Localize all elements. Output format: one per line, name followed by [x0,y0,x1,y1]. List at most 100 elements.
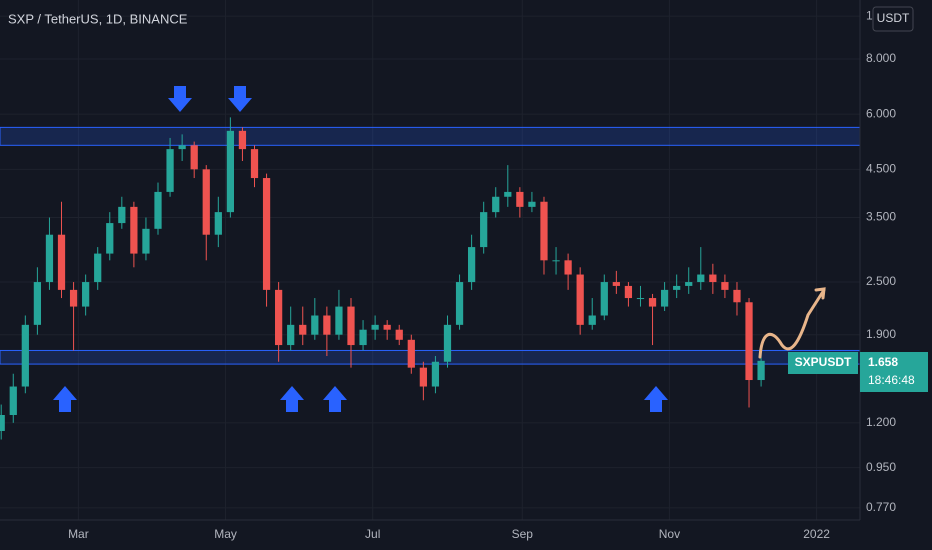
chart-title: SXP / TetherUS, 1D, BINANCE [8,11,188,26]
candle-body [431,361,440,387]
candle-body [347,306,355,346]
candle [383,320,391,340]
candle [612,270,620,294]
candle-body [383,324,391,330]
down-arrow [228,86,252,112]
countdown: 18:46:48 [868,373,915,387]
candle-body [685,282,693,286]
symbol-box [788,352,858,374]
y-tick-label: 8.000 [866,51,896,65]
candle [624,282,633,307]
currency: USDT [877,11,910,25]
x-tick-label: Sep [512,527,534,541]
candle [347,298,355,368]
candle [142,217,150,261]
candle-body [275,289,283,346]
up-arrow [280,386,304,412]
candle-body [757,360,765,381]
candle [202,165,210,261]
candle [455,274,464,330]
candle [335,289,343,340]
candle [516,187,524,218]
candle [492,187,500,218]
zone [0,126,861,146]
candle-body [733,289,741,303]
candle [443,315,452,368]
candle-body [709,274,717,283]
candle-body [94,253,102,283]
x-tick-label: Nov [659,527,680,541]
candle-body [82,282,90,307]
candle [504,165,512,207]
candle [130,201,138,268]
candle [238,127,247,161]
candle-body [480,212,488,248]
candle-body [9,386,17,415]
y-tick-label: 4.500 [866,161,896,175]
candle-body [154,191,162,229]
candle [419,361,427,401]
candle [166,137,174,197]
y-tick-label: 1.900 [866,327,896,341]
candle-body [636,298,645,300]
candle-body [697,274,705,283]
candle-body [745,302,753,381]
candle [431,356,440,394]
currency-box[interactable] [872,6,914,32]
candle-body [262,178,271,290]
candle-body [467,247,476,283]
y-tick-label: 2.500 [866,274,896,288]
candle [480,201,488,254]
candle-body [407,339,415,368]
candle [648,293,657,346]
candle-body [540,201,548,261]
candle [709,263,717,294]
candle [697,247,705,290]
candle-body [492,196,500,213]
candle [564,253,572,290]
candle-body [142,228,150,254]
candle-body [166,149,174,192]
last-price: 1.658 [868,355,898,369]
candle-body [588,315,596,325]
y-tick-label: 6.000 [866,106,896,120]
candle-body [226,130,234,213]
candle-body [202,169,210,235]
candle [57,201,66,299]
candle [21,315,29,394]
candle-body [552,260,560,262]
price-box [860,352,928,392]
candle-body [443,324,452,362]
candle [94,247,102,290]
candle [588,298,596,330]
candle [69,282,78,351]
candle [118,196,126,229]
candle [721,274,729,299]
candle [576,267,584,335]
candle-body [299,324,307,335]
candle [359,320,367,351]
candle [190,141,198,179]
candle [82,274,90,316]
candle [311,298,319,340]
candle-body [0,414,5,431]
candle [226,117,234,218]
candle-body [516,191,524,207]
up-arrow [323,386,347,412]
candles [0,117,765,440]
candle [154,182,162,235]
candle [275,282,283,362]
candle-body [624,285,633,299]
arrows [53,86,668,412]
axes: 0.770 0.950 1.200 1.900 2.500 3.500 4.500 6.000… [68,8,896,541]
zone [0,349,861,365]
candle [45,217,54,290]
candle [407,334,415,374]
candle [371,315,379,340]
candle-body [106,223,114,254]
candle-body [21,324,29,387]
candle-body [660,289,669,307]
up-arrow [644,386,668,412]
candle-body [455,282,464,325]
y-tick-label: 1 [866,8,873,22]
